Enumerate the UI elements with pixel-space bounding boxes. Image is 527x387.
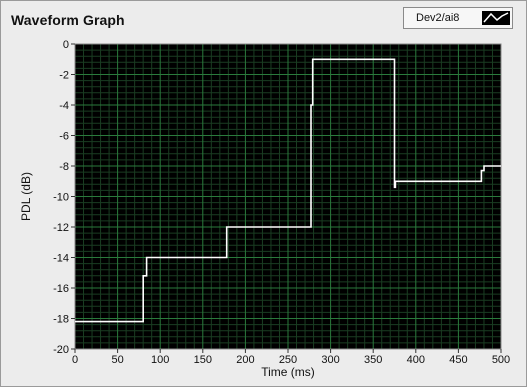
- y-tick-label: -2: [59, 70, 69, 82]
- y-tick-label: -10: [53, 192, 69, 204]
- x-axis-title: Time (ms): [261, 365, 315, 379]
- x-tick-label: 300: [321, 354, 339, 366]
- x-tick-label: 450: [449, 354, 467, 366]
- y-tick-label: -18: [53, 314, 69, 326]
- y-axis-title: PDL (dB): [19, 172, 33, 221]
- x-tick-label: 50: [111, 354, 123, 366]
- x-tick-label: 350: [364, 354, 382, 366]
- y-tick-label: -14: [53, 253, 69, 265]
- y-tick-label: 0: [63, 39, 69, 51]
- graph-title: Waveform Graph: [11, 12, 125, 28]
- x-tick-label: 200: [236, 354, 254, 366]
- x-tick-label: 0: [72, 354, 78, 366]
- y-tick-label: -6: [59, 131, 69, 143]
- y-tick-label: -4: [59, 100, 69, 112]
- x-tick-label: 500: [492, 354, 510, 366]
- y-tick-label: -20: [53, 344, 69, 356]
- y-tick-label: -12: [53, 222, 69, 234]
- plot-legend[interactable]: Dev2/ai8: [403, 7, 513, 29]
- x-tick-label: 150: [194, 354, 212, 366]
- x-tick-label: 100: [151, 354, 169, 366]
- series-line: [75, 58, 501, 323]
- y-tick-label: -16: [53, 283, 69, 295]
- y-tick-label: -8: [59, 161, 69, 173]
- legend-label: Dev2/ai8: [416, 12, 460, 24]
- x-tick-label: 400: [407, 354, 425, 366]
- line-style-icon: [482, 11, 510, 25]
- x-tick-label: 250: [279, 354, 297, 366]
